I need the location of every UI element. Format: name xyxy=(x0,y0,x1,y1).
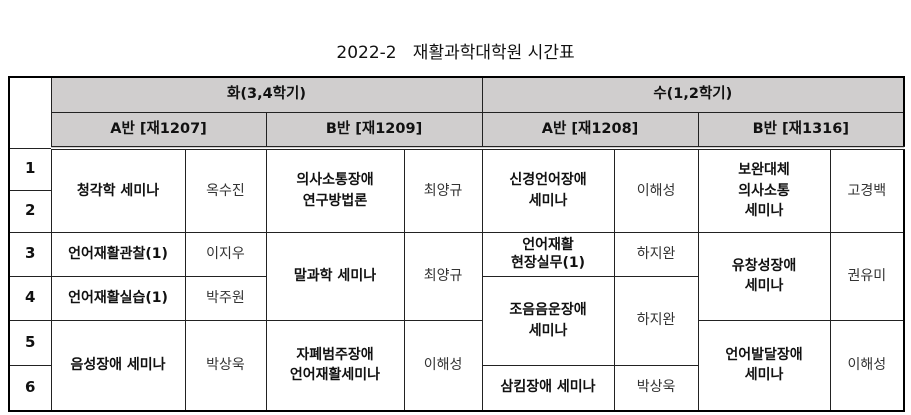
course-cell: 언어재활관찰(1) xyxy=(50,231,186,277)
course-cell: 의사소통장애 연구방법론 xyxy=(265,147,405,233)
professor-cell: 이해성 xyxy=(829,319,905,411)
group-header-wed-b: B반 [재1316] xyxy=(697,112,905,150)
period-label: 4 xyxy=(8,275,52,321)
group-header-wed-a: A반 [재1208] xyxy=(481,112,699,150)
course-cell: 자폐범주장애 언어재활세미나 xyxy=(265,319,405,411)
group-header-tue-b: B반 [재1209] xyxy=(265,112,483,150)
course-cell: 언어발달장애 세미나 xyxy=(697,319,831,411)
period-label: 5 xyxy=(8,319,52,366)
group-header-tue-a: A반 [재1207] xyxy=(50,112,267,150)
period-label: 6 xyxy=(8,364,52,411)
period-label: 3 xyxy=(8,231,52,277)
course-cell: 조음음운장애 세미나 xyxy=(481,275,615,366)
course-cell: 신경언어장애 세미나 xyxy=(481,147,615,233)
professor-cell: 하지완 xyxy=(613,275,699,366)
period-label: 2 xyxy=(8,189,52,233)
professor-cell: 이해성 xyxy=(613,147,699,233)
professor-cell: 하지완 xyxy=(613,231,699,277)
course-cell: 말과학 세미나 xyxy=(265,231,405,321)
day-header-tuesday: 화(3,4학기) xyxy=(50,76,483,113)
professor-cell: 최양규 xyxy=(403,147,483,233)
professor-cell: 박상욱 xyxy=(613,364,699,411)
course-cell: 언어재활실습(1) xyxy=(50,275,186,321)
course-cell: 삼킴장애 세미나 xyxy=(481,364,615,411)
course-cell: 유창성장애 세미나 xyxy=(697,231,831,321)
professor-cell: 박주원 xyxy=(184,275,267,321)
page-title: 2022-2 재활과학대학원 시간표 xyxy=(336,43,575,63)
corner-cell xyxy=(8,76,52,149)
professor-cell: 옥수진 xyxy=(184,147,267,233)
professor-cell: 고경백 xyxy=(829,147,905,233)
professor-cell: 이해성 xyxy=(403,319,483,411)
course-cell: 청각학 세미나 xyxy=(50,147,186,233)
day-header-wednesday: 수(1,2학기) xyxy=(481,76,905,113)
professor-cell: 박상욱 xyxy=(184,319,267,411)
course-cell: 음성장애 세미나 xyxy=(50,319,186,411)
professor-cell: 권유미 xyxy=(829,231,905,321)
professor-cell: 최양규 xyxy=(403,231,483,321)
professor-cell: 이지우 xyxy=(184,231,267,277)
timetable: 화(3,4학기) 수(1,2학기) A반 [재1207] B반 [재1209] … xyxy=(8,76,906,412)
course-cell: 보완대체 의사소통 세미나 xyxy=(697,147,831,233)
period-label: 1 xyxy=(8,147,52,191)
course-cell: 언어재활 현장실무(1) xyxy=(481,231,615,277)
